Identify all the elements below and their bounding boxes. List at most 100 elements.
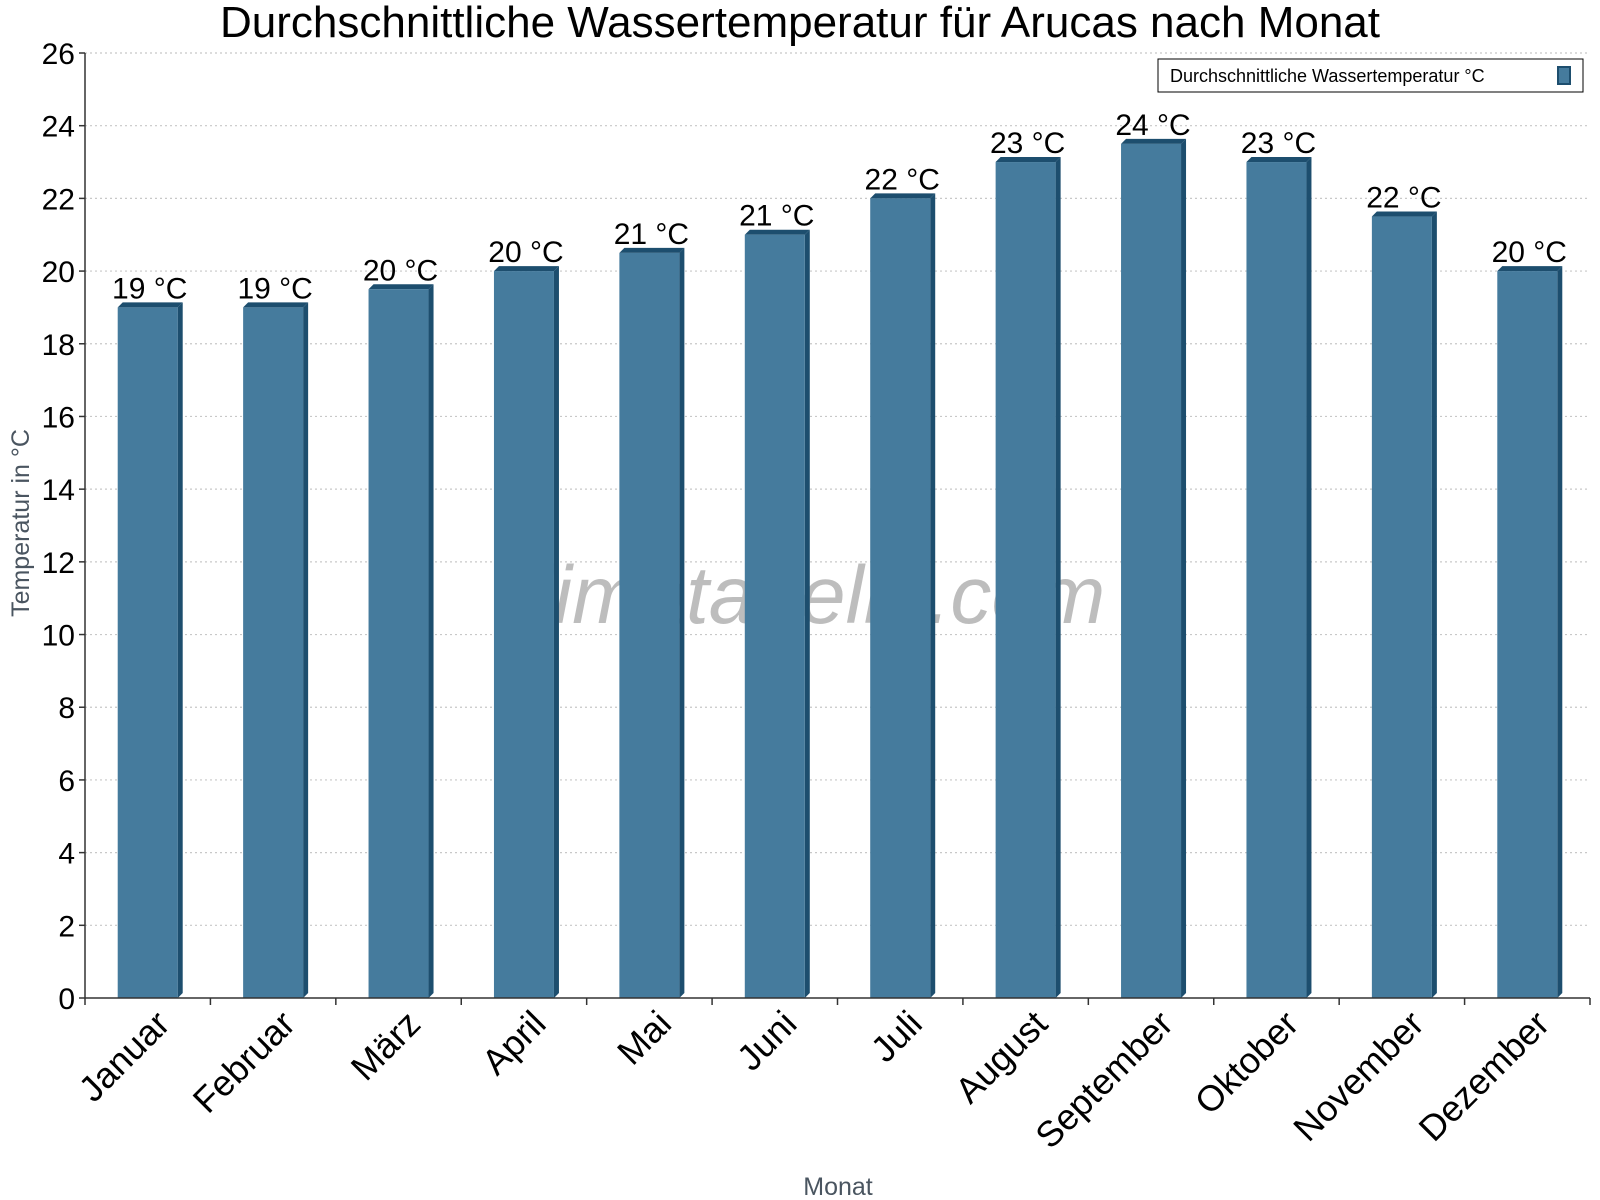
legend: Durchschnittliche Wassertemperatur °C <box>1157 58 1584 93</box>
bar-side-face <box>1181 138 1187 999</box>
bar-top-face <box>870 193 936 199</box>
x-tick-label: Februar <box>185 1003 303 1121</box>
data-label: 21 °C <box>739 200 814 233</box>
bar-front-face <box>1371 216 1432 999</box>
bar-11 <box>1371 211 1437 999</box>
bar-9 <box>1121 138 1187 999</box>
data-label: 19 °C <box>237 272 312 305</box>
x-tick-label: Juli <box>863 1003 930 1070</box>
x-tick-label: August <box>947 1003 1055 1111</box>
y-tick-label: 16 <box>42 401 75 434</box>
y-tick-label: 26 <box>42 38 75 71</box>
x-axis-label: Monat <box>803 1173 873 1200</box>
bar-6 <box>744 229 810 998</box>
bar-front-face <box>619 252 680 999</box>
y-axis-label: Temperatur in °C <box>7 429 35 617</box>
bar-front-face <box>995 162 1056 999</box>
data-label: 21 °C <box>614 218 689 251</box>
data-label: 20 °C <box>488 236 563 269</box>
bar-side-face <box>177 302 183 998</box>
x-tick-label: Januar <box>71 1003 178 1110</box>
bar-1 <box>117 302 183 998</box>
data-label: 20 °C <box>363 254 438 287</box>
bar-top-face <box>243 302 309 308</box>
bar-top-face <box>995 157 1061 163</box>
bar-top-face <box>493 266 559 272</box>
x-tick-label: März <box>343 1003 429 1089</box>
bar-side-face <box>1055 157 1061 999</box>
bar-front-face <box>744 234 805 998</box>
data-label: 23 °C <box>990 127 1065 160</box>
bar-2 <box>243 302 309 998</box>
bar-3 <box>368 284 434 998</box>
x-tick-label: November <box>1285 1003 1431 1149</box>
legend-swatch <box>1557 66 1571 85</box>
bar-12 <box>1497 266 1563 999</box>
data-label: 24 °C <box>1115 109 1190 142</box>
bar-side-face <box>804 229 810 998</box>
y-tick-label: 6 <box>58 765 75 798</box>
bar-top-face <box>744 229 810 235</box>
x-tick-label: Mai <box>609 1003 679 1073</box>
x-tick-label: April <box>474 1003 554 1083</box>
data-label: 22 °C <box>1366 182 1441 215</box>
chart-title: Durchschnittliche Wassertemperatur für A… <box>220 0 1380 47</box>
x-tick-label: Juni <box>729 1003 805 1079</box>
y-tick-label: 18 <box>42 329 75 362</box>
data-label: 19 °C <box>112 272 187 305</box>
bar-side-face <box>553 266 559 999</box>
y-tick-label: 10 <box>42 620 75 653</box>
axes <box>84 53 1590 999</box>
bar-front-face <box>368 289 429 998</box>
legend-label: Durchschnittliche Wassertemperatur °C <box>1170 66 1485 86</box>
y-tick-label: 8 <box>58 692 75 725</box>
y-tick-label: 14 <box>42 474 75 507</box>
y-tick-label: 4 <box>58 838 75 871</box>
bar-front-face <box>243 307 304 998</box>
x-tick-label: Oktober <box>1187 1003 1307 1123</box>
bar-side-face <box>679 247 685 999</box>
bar-top-face <box>1371 211 1437 217</box>
bar-front-face <box>1246 162 1307 999</box>
bar-top-face <box>1246 157 1312 163</box>
bar-top-face <box>619 247 685 253</box>
bar-top-face <box>117 302 183 308</box>
data-label: 22 °C <box>865 163 940 196</box>
bar-10 <box>1246 157 1312 999</box>
y-tick-label: 24 <box>42 111 75 144</box>
x-tick-label: September <box>1027 1003 1181 1157</box>
y-tick-label: 22 <box>42 183 75 216</box>
data-label: 23 °C <box>1241 127 1316 160</box>
bars-group: 19 °C 19 °C 20 °C 20 °C 21 °C 21 °C 22 °C 23 °C… <box>112 109 1567 999</box>
y-tick-label: 0 <box>58 983 75 1016</box>
bar-front-face <box>493 271 554 999</box>
bar-8 <box>995 157 1061 999</box>
bar-top-face <box>1497 266 1563 272</box>
bar-side-face <box>428 284 434 998</box>
bar-side-face <box>930 193 936 998</box>
bar-front-face <box>870 198 931 998</box>
bar-side-face <box>1431 211 1437 999</box>
bar-5 <box>619 247 685 999</box>
y-tick-label: 12 <box>42 547 75 580</box>
legend-box <box>1157 58 1584 93</box>
bar-side-face <box>1557 266 1563 999</box>
bar-7 <box>870 193 936 998</box>
data-label: 20 °C <box>1492 236 1567 269</box>
y-tick-label: 20 <box>42 256 75 289</box>
y-tick-label: 2 <box>58 910 75 943</box>
bar-front-face <box>1497 271 1558 999</box>
bar-front-face <box>1121 143 1182 999</box>
bar-side-face <box>1306 157 1312 999</box>
grid-lines <box>85 52 1590 926</box>
bar-front-face <box>117 307 178 998</box>
bar-side-face <box>303 302 309 998</box>
bar-top-face <box>1121 138 1187 144</box>
x-axis-ticks: Januar Februar März April Mai Juni Juli AugustS… <box>71 998 1591 1157</box>
bar-top-face <box>368 284 434 290</box>
x-tick-label: Dezember <box>1411 1003 1557 1149</box>
bar-4 <box>493 266 559 999</box>
